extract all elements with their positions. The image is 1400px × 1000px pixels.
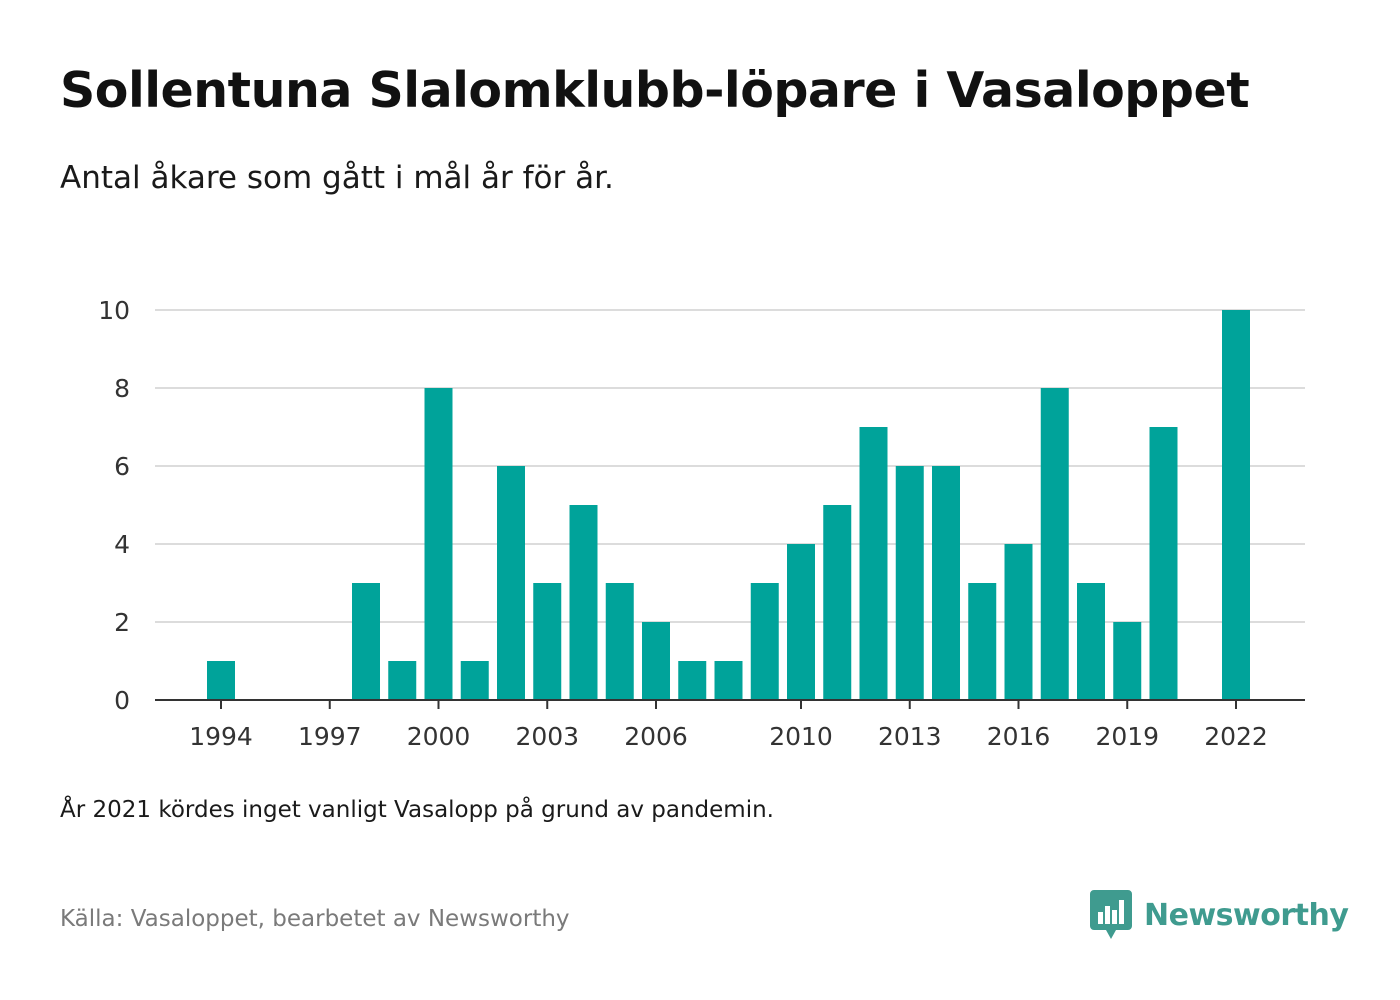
- x-tick-label: 2003: [515, 722, 579, 751]
- newsworthy-logo: Newsworthy: [1090, 890, 1349, 940]
- bar-1994: [207, 661, 235, 700]
- bar-2019: [1113, 622, 1142, 700]
- chart-subtitle: Antal åkare som gått i mål år för år.: [60, 160, 614, 196]
- y-tick-label: 0: [114, 686, 130, 715]
- x-tick-label: 2016: [987, 722, 1051, 751]
- x-tick-label: 1997: [298, 722, 362, 751]
- footnote: År 2021 kördes inget vanligt Vasalopp på…: [60, 797, 774, 823]
- bar-2005: [605, 583, 634, 700]
- y-tick-label: 8: [114, 374, 130, 403]
- x-tick-label: 2010: [769, 722, 833, 751]
- bar-2009: [750, 583, 779, 700]
- bar-2008: [714, 661, 743, 700]
- bar-2003: [533, 583, 562, 700]
- bar-2015: [968, 583, 997, 700]
- bar-2007: [678, 661, 707, 700]
- bar-chart: 0 2 4 6 8 10 1994 1997 2000 2003 2006 2010 2013 2016 2…: [98, 296, 1305, 751]
- x-tick-label: 2006: [624, 722, 688, 751]
- bar-2012: [859, 427, 888, 700]
- bar-2020: [1149, 427, 1178, 700]
- x-tick-label: 2000: [407, 722, 471, 751]
- axes: 0 2 4 6 8 10 1994 1997 2000 2003 2006 2010 2013 2016 2…: [98, 296, 1305, 751]
- x-tick-label: 2019: [1095, 722, 1159, 751]
- bar-chart-speech-bubble-icon: [1090, 890, 1132, 939]
- bar-2002: [497, 466, 525, 700]
- x-tick-label: 2013: [878, 722, 942, 751]
- bar-2018: [1077, 583, 1105, 700]
- source-credit: Källa: Vasaloppet, bearbetet av Newswort…: [60, 906, 570, 932]
- bar-2010: [787, 544, 815, 700]
- chart-title: Sollentuna Slalomklubb-löpare i Vasalopp…: [60, 62, 1250, 119]
- bar-2016: [1004, 544, 1033, 700]
- bar-2014: [932, 466, 960, 700]
- bar-2006: [642, 622, 670, 700]
- bar-2013: [895, 466, 924, 700]
- bar-2001: [460, 661, 489, 700]
- y-tick-label: 2: [114, 608, 130, 637]
- bar-2017: [1040, 388, 1069, 700]
- bar-2004: [569, 505, 598, 700]
- y-tick-label: 10: [98, 296, 130, 325]
- x-tick-label: 2022: [1204, 722, 1268, 751]
- bar-1998: [352, 583, 380, 700]
- logo-text: Newsworthy: [1144, 897, 1349, 933]
- bar-2022: [1222, 310, 1250, 700]
- y-tick-label: 4: [114, 530, 130, 559]
- bar-1999: [388, 661, 417, 700]
- bars: [207, 310, 1250, 700]
- bar-2000: [424, 388, 453, 700]
- gridlines: [155, 309, 1305, 623]
- y-tick-label: 6: [114, 452, 130, 481]
- x-tick-label: 1994: [189, 722, 253, 751]
- bar-2011: [823, 505, 852, 700]
